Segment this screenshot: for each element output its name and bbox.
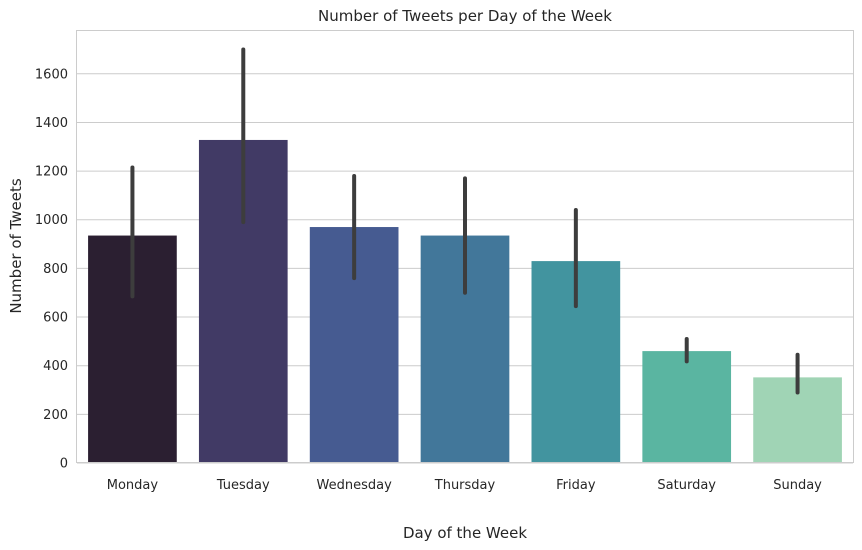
- y-tick-label: 1600: [35, 67, 68, 82]
- y-axis-title: Number of Tweets: [7, 178, 25, 314]
- y-tick-label: 600: [43, 311, 68, 326]
- x-axis-title: Day of the Week: [403, 524, 527, 542]
- error-bars: [130, 47, 800, 395]
- x-tick-label: Wednesday: [317, 478, 393, 493]
- y-tick-labels: 0 200 400 600 800 1000 1200 1400 1600: [35, 67, 68, 471]
- x-tick-label: Tuesday: [216, 478, 270, 493]
- x-tick-label: Sunday: [773, 478, 822, 493]
- chart-title: Number of Tweets per Day of the Week: [318, 7, 612, 25]
- y-tick-label: 400: [43, 359, 68, 374]
- y-tick-label: 800: [43, 262, 68, 277]
- x-tick-label: Thursday: [434, 478, 496, 493]
- plot-frame: [76, 30, 854, 463]
- y-tick-label: 1000: [35, 213, 68, 228]
- y-tick-label: 1400: [35, 116, 68, 131]
- x-tick-label: Friday: [556, 478, 596, 493]
- y-tick-label: 200: [43, 408, 68, 423]
- y-tick-label: 0: [60, 457, 68, 472]
- x-tick-label: Monday: [107, 478, 159, 493]
- bar-saturday: [642, 351, 732, 463]
- y-tick-label: 1200: [35, 165, 68, 180]
- x-tick-label: Saturday: [657, 478, 716, 493]
- x-tick-labels: Monday Tuesday Wednesday Thursday Friday Satu…: [107, 478, 822, 493]
